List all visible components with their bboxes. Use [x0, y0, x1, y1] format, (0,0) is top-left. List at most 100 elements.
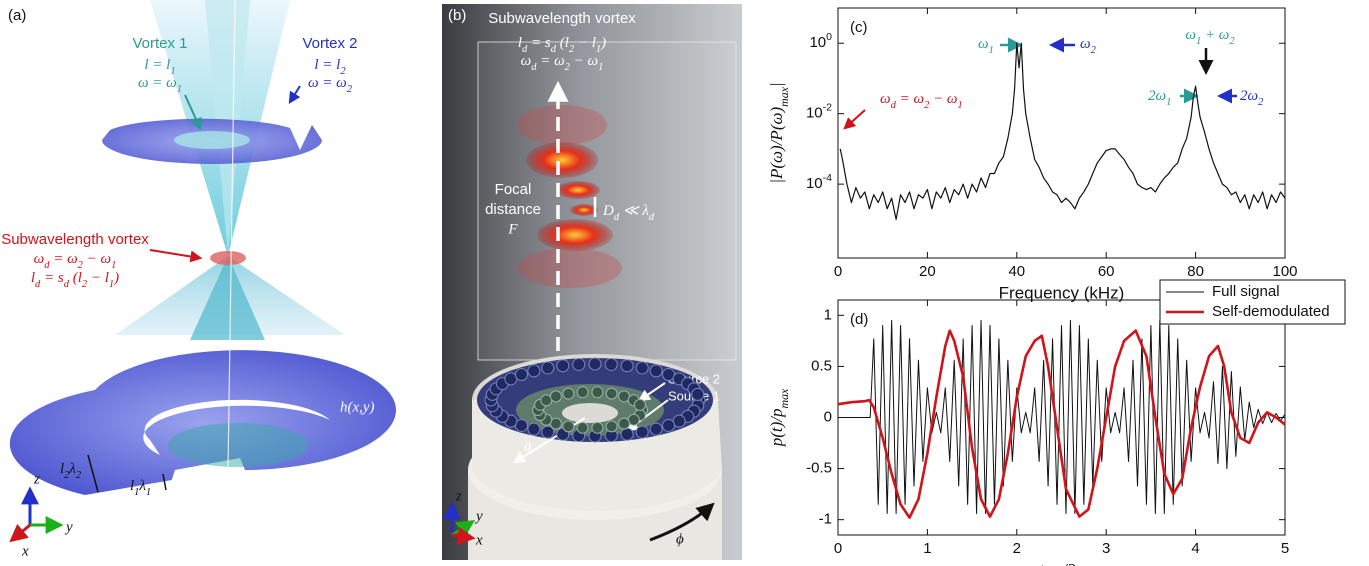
panel-label: (d): [850, 311, 868, 328]
subwavelength-l: ld = sd (l2 − l1): [31, 270, 119, 289]
x-tick-label: 40: [1008, 263, 1025, 280]
source-dot: [541, 361, 555, 375]
series-line: [838, 319, 1286, 515]
series-line: [839, 42, 1286, 220]
x-axis: [9, 523, 31, 543]
x-label: x: [475, 532, 483, 548]
rotation-label: ϕ: [676, 531, 684, 547]
source-dot: [576, 386, 589, 399]
y-label: y: [474, 508, 483, 524]
source-dot: [572, 357, 586, 371]
source-dot: [556, 359, 570, 373]
annotation: ω2: [1080, 36, 1097, 55]
panel-label: (b): [448, 7, 466, 24]
inner-disk: [168, 423, 308, 467]
source-dot: [620, 427, 634, 441]
source-dot: [514, 368, 528, 382]
source-dot: [662, 418, 676, 432]
panel-c-annotations: ω1 ω2 ω1 + ω2 2ω1 2ω2 ωd = ω2 − ω1: [843, 27, 1264, 130]
x-label: x: [21, 543, 29, 559]
source-dot: [527, 364, 541, 378]
source-dot: [588, 357, 602, 371]
annotation: 2ω1: [1148, 88, 1171, 107]
legend-label: Full signal: [1212, 283, 1280, 300]
field-lobe: [570, 204, 598, 216]
x-tick-label: 20: [919, 263, 936, 280]
vortex2-arrow: [288, 85, 301, 105]
vortex2-omega: ω = ω2: [308, 75, 353, 94]
panel-label: (c): [850, 19, 868, 36]
diverging-core: [190, 256, 265, 340]
focal-label: Focal: [495, 181, 532, 198]
annotation: ω1 + ω2: [1185, 27, 1235, 46]
vortex2-title: Vortex 2: [302, 35, 357, 52]
focal-symbol: F: [507, 221, 518, 237]
source-dot: [541, 425, 555, 439]
top-aperture: [174, 131, 250, 149]
source-dot: [562, 420, 575, 433]
z-label: z: [33, 471, 40, 487]
source-dot: [635, 425, 649, 439]
field-lobe: [537, 219, 613, 251]
x-axis-label: tωd/2π: [1039, 560, 1084, 566]
subwavelength-title: Subwavelength vortex: [1, 231, 149, 248]
y-label: y: [64, 519, 73, 535]
source-dot: [633, 398, 646, 411]
field-box: [477, 41, 737, 361]
source-dot: [635, 361, 649, 375]
step2-label: l2λ2: [60, 461, 82, 480]
rotation-arrow: [649, 502, 715, 542]
center-hub: [562, 403, 618, 423]
step1-label: l1λ1: [130, 478, 151, 497]
panel-b-l: ld = sd (l2 − l1): [518, 35, 606, 54]
focal-spot: [210, 251, 246, 265]
source-dot: [620, 359, 634, 373]
y-tick-label: -0.5: [806, 460, 832, 477]
step2-marker: [87, 454, 99, 493]
x-tick-label: 4: [1191, 540, 1199, 557]
plot-area: [837, 7, 1286, 259]
y-axis-label: |P(ω)/P(ω)max|: [767, 82, 791, 183]
source-dot: [649, 364, 663, 378]
x-tick-label: 2: [1013, 540, 1021, 557]
source-dot: [527, 422, 541, 436]
x-tick-label: 3: [1102, 540, 1110, 557]
chart: 0 20 40 60 80 100 100 10-2 10-4 (c) Frequency (kHz…: [767, 7, 1298, 302]
source-dot: [549, 390, 562, 403]
x-tick-label: 80: [1187, 263, 1204, 280]
source-dot: [604, 357, 618, 371]
series-line: [837, 329, 1286, 519]
y-tick-label: 0: [824, 408, 832, 425]
spot-size-label: Dd ≪ λd: [602, 203, 655, 222]
y-axis-label: p(t)/pmax: [767, 388, 791, 447]
panel-b-title: Subwavelength vortex: [488, 10, 636, 27]
field-lobe: [556, 181, 600, 199]
bottom-hologram: [9, 350, 396, 495]
y-tick-label: -1: [819, 511, 832, 528]
source-dot: [576, 421, 589, 434]
x-tick-label: 0: [834, 263, 842, 280]
field-lobe: [518, 248, 622, 288]
x-tick-label: 100: [1272, 263, 1297, 280]
legend-box: [1159, 279, 1346, 325]
vortex1-omega: ω = ω1: [138, 75, 182, 94]
vortex1-arrow: [184, 94, 202, 131]
annotation: 2ω2: [1240, 88, 1264, 107]
x-tick-label: 60: [1098, 263, 1115, 280]
vortex2-l: l = l2: [314, 57, 346, 76]
annotation-arrow: [843, 109, 866, 130]
vortex1-title: Vortex 1: [132, 35, 187, 52]
source-dot: [618, 417, 631, 430]
panel-b-omega: ωd = ω2 − ω1: [521, 53, 604, 72]
panel-label: (a): [8, 7, 26, 24]
field-lobe: [526, 142, 598, 178]
x-tick-label: 1: [923, 540, 931, 557]
z-label: z: [455, 488, 462, 504]
panel-a: (a) Vortex 1 l = l1 ω = ω1 Vortex 2 l = …: [1, 0, 396, 559]
subwavelength-arrow: [149, 249, 203, 263]
source-dot: [605, 420, 618, 433]
radius-label: a: [524, 438, 532, 454]
source-dot: [562, 387, 575, 400]
y-tick-label: 0.5: [811, 357, 832, 374]
